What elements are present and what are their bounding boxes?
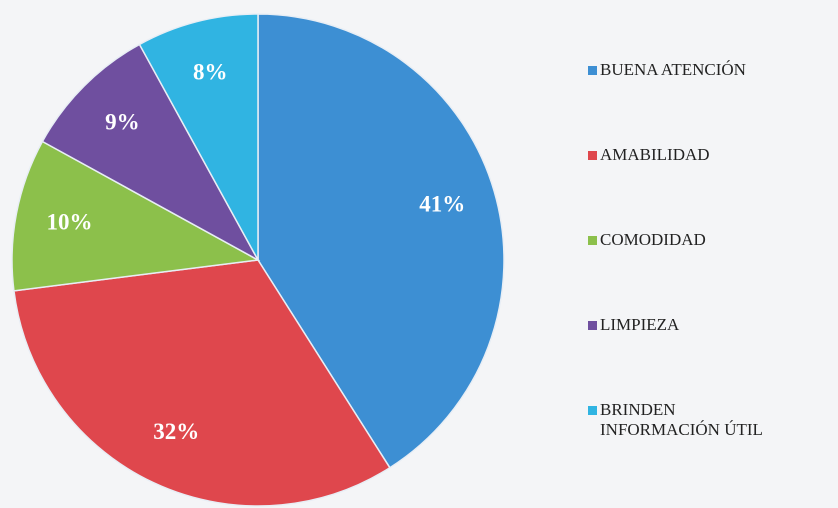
legend-swatch — [588, 66, 597, 75]
legend-label: BUENA ATENCIÓN — [600, 60, 746, 79]
pie-slice — [138, 13, 259, 261]
slice-label: 9% — [105, 110, 140, 135]
legend-item: AMABILIDAD — [588, 145, 795, 230]
slice-label: 41% — [419, 192, 465, 217]
legend-label: AMABILIDAD — [600, 145, 710, 164]
legend-item: BRINDEN INFORMACIÓN ÚTIL — [588, 400, 795, 485]
legend-item: LIMPIEZA — [588, 315, 795, 400]
pie: 41% 32% 10% 9% 8% — [11, 13, 505, 507]
legend: BUENA ATENCIÓN AMABILIDAD COMODIDAD LIMPIEZ… — [588, 60, 795, 485]
legend-swatch — [588, 151, 597, 160]
legend-item: COMODIDAD — [588, 230, 795, 315]
slice-label: 8% — [193, 59, 228, 84]
slice-label: 32% — [153, 419, 199, 444]
legend-label: COMODIDAD — [600, 230, 706, 249]
pie-slice — [13, 259, 391, 507]
pie-slice — [257, 13, 505, 469]
pie-slice — [11, 140, 261, 292]
legend-label: LIMPIEZA — [600, 315, 680, 334]
pie-slice — [41, 43, 260, 262]
slice-label: 10% — [47, 209, 93, 234]
legend-swatch — [588, 321, 597, 330]
legend-swatch — [588, 236, 597, 245]
legend-swatch — [588, 406, 597, 415]
legend-item: BUENA ATENCIÓN — [588, 60, 795, 145]
legend-label: BRINDEN INFORMACIÓN ÚTIL — [600, 400, 763, 439]
